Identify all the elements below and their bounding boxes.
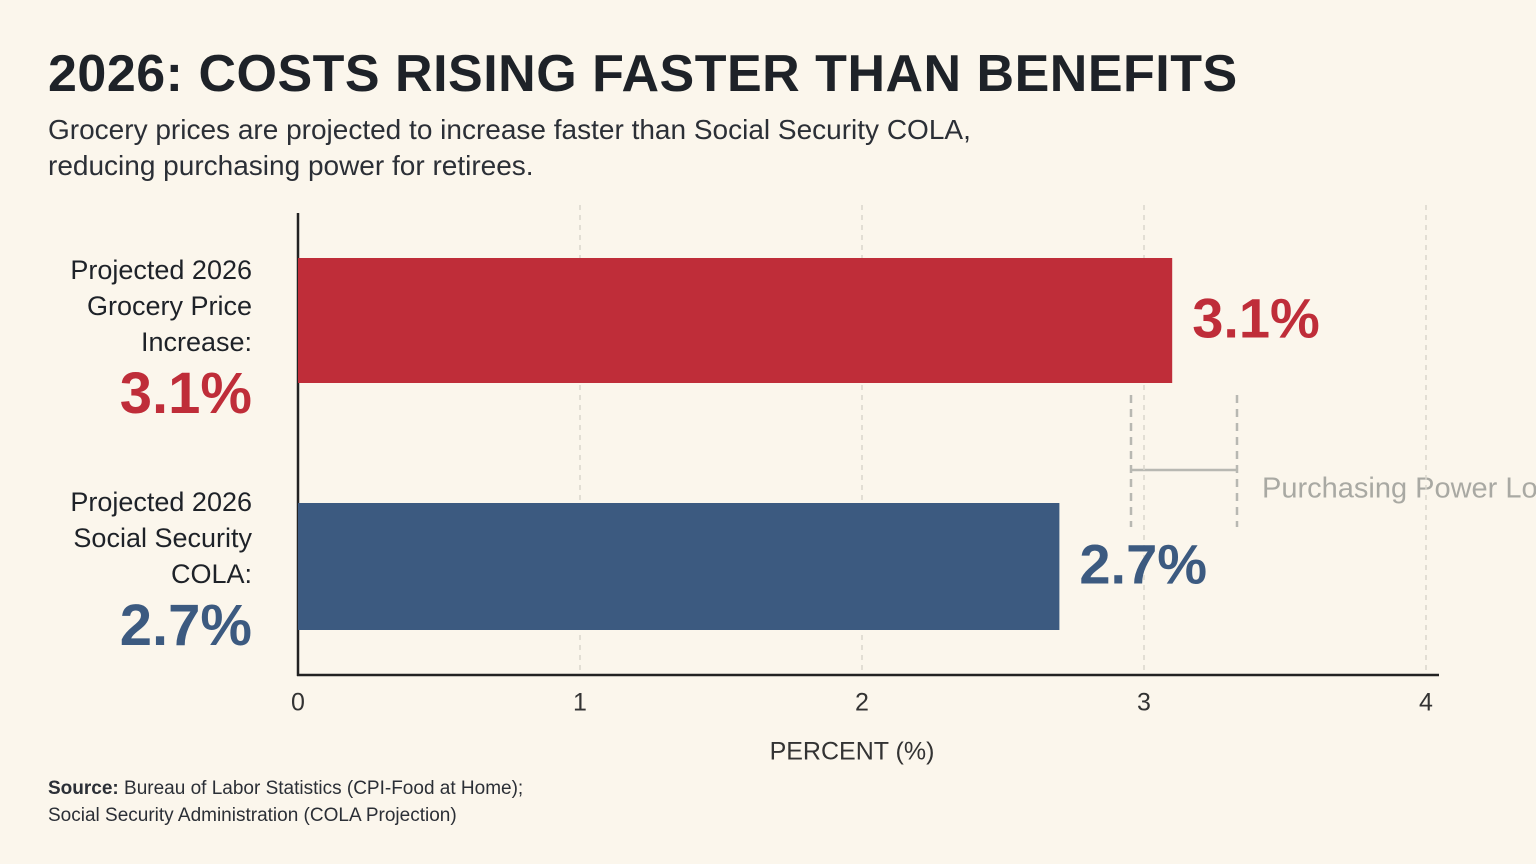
category-label: Projected 2026 Social Security COLA: bbox=[70, 487, 252, 589]
category-value: 3.1% bbox=[119, 361, 252, 426]
x-tick-label: 3 bbox=[1137, 689, 1151, 717]
value-label: 3.1% bbox=[1192, 286, 1320, 349]
value-label: 2.7% bbox=[1079, 532, 1207, 595]
x-tick-label: 2 bbox=[855, 689, 869, 717]
source-text: Bureau of Labor Statistics (CPI-Food at … bbox=[48, 778, 524, 826]
chart-title: 2026: COSTS RISING FASTER THAN BENEFITS bbox=[48, 45, 1238, 103]
source-label: Source: bbox=[48, 778, 119, 799]
chart-subtitle: Grocery prices are projected to increase… bbox=[48, 114, 971, 181]
annotation: Purchasing Power Loss bbox=[1262, 473, 1536, 505]
source: Source: Bureau of Labor Statistics (CPI-… bbox=[48, 775, 538, 829]
x-tick-label: 4 bbox=[1419, 689, 1433, 717]
annotation-bracket bbox=[1129, 395, 1239, 527]
category-label: Projected 2026 Grocery Price Increase: bbox=[70, 255, 252, 357]
x-tick-label: 1 bbox=[573, 689, 587, 717]
bar bbox=[298, 258, 1173, 383]
x-axis-label: PERCENT (%) bbox=[770, 738, 935, 766]
x-tick-label: 0 bbox=[291, 689, 305, 717]
bar bbox=[298, 503, 1060, 630]
category-value: 2.7% bbox=[119, 593, 252, 658]
